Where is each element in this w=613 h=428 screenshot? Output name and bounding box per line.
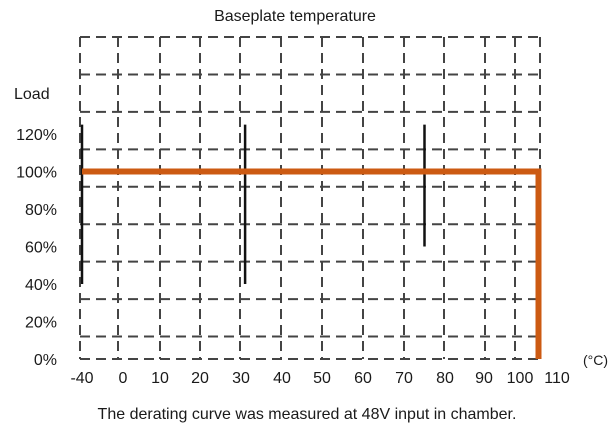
y-tick-label: 120% (16, 127, 57, 144)
y-tick-label: 0% (34, 352, 57, 369)
x-tick-label: -40 (70, 370, 93, 387)
x-tick-label: 90 (475, 370, 493, 387)
x-tick-label: 50 (313, 370, 331, 387)
x-tick-label: 10 (151, 370, 169, 387)
y-tick-label: 100% (16, 165, 57, 182)
y-tick-label: 80% (25, 202, 57, 219)
x-tick-label: 110 (544, 370, 570, 387)
x-tick-label: 40 (273, 370, 291, 387)
x-axis-unit: (°C) (583, 352, 608, 368)
y-tick-label: 60% (25, 240, 57, 257)
x-tick-label: 0 (119, 370, 128, 387)
temperature-markers (80, 124, 426, 284)
y-axis-label: Load (14, 86, 50, 103)
y-tick-label: 20% (25, 315, 57, 332)
y-tick-label: 40% (25, 277, 57, 294)
chart-caption: The derating curve was measured at 48V i… (98, 406, 517, 423)
chart-title: Baseplate temperature (214, 8, 376, 25)
grid-lines (79, 36, 541, 360)
x-tick-labels: -40 0 10 20 30 40 50 60 70 80 90 100 110 (70, 370, 569, 387)
x-tick-label: 20 (191, 370, 209, 387)
x-tick-label: 30 (232, 370, 250, 387)
y-tick-labels: 0% 20% 40% 60% 80% 100% 120% (16, 127, 57, 369)
data-series (82, 168, 542, 359)
x-tick-label: 70 (395, 370, 413, 387)
x-tick-label: 100 (507, 370, 534, 387)
x-tick-label: 80 (436, 370, 454, 387)
derating-curve (82, 168, 542, 359)
x-tick-label: 60 (354, 370, 372, 387)
